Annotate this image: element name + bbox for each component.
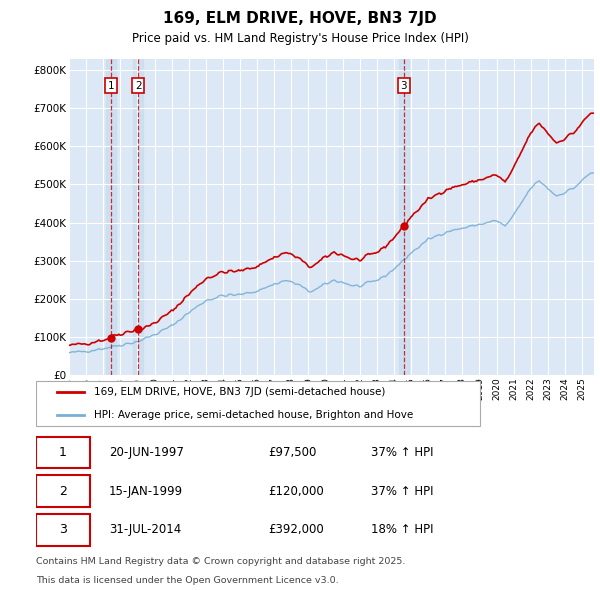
- Text: 20-JUN-1997: 20-JUN-1997: [109, 446, 184, 459]
- Text: 2: 2: [59, 484, 67, 498]
- FancyBboxPatch shape: [36, 476, 90, 507]
- Text: 169, ELM DRIVE, HOVE, BN3 7JD: 169, ELM DRIVE, HOVE, BN3 7JD: [163, 11, 437, 26]
- Text: This data is licensed under the Open Government Licence v3.0.: This data is licensed under the Open Gov…: [36, 576, 338, 585]
- Text: 15-JAN-1999: 15-JAN-1999: [109, 484, 183, 498]
- FancyBboxPatch shape: [36, 437, 90, 468]
- Bar: [106, 59, 116, 375]
- Text: 2: 2: [135, 81, 142, 91]
- Text: 1: 1: [59, 446, 67, 459]
- Text: 3: 3: [401, 81, 407, 91]
- Text: 18% ↑ HPI: 18% ↑ HPI: [371, 523, 433, 536]
- Bar: [133, 59, 143, 375]
- Text: 37% ↑ HPI: 37% ↑ HPI: [371, 446, 433, 459]
- Text: 31-JUL-2014: 31-JUL-2014: [109, 523, 181, 536]
- Text: 37% ↑ HPI: 37% ↑ HPI: [371, 484, 433, 498]
- Text: 3: 3: [59, 523, 67, 536]
- Text: Price paid vs. HM Land Registry's House Price Index (HPI): Price paid vs. HM Land Registry's House …: [131, 32, 469, 45]
- Text: £392,000: £392,000: [268, 523, 324, 536]
- Text: £120,000: £120,000: [268, 484, 324, 498]
- FancyBboxPatch shape: [36, 381, 479, 427]
- Text: 1: 1: [108, 81, 115, 91]
- Text: 169, ELM DRIVE, HOVE, BN3 7JD (semi-detached house): 169, ELM DRIVE, HOVE, BN3 7JD (semi-deta…: [94, 388, 385, 398]
- Text: Contains HM Land Registry data © Crown copyright and database right 2025.: Contains HM Land Registry data © Crown c…: [36, 557, 406, 566]
- Text: HPI: Average price, semi-detached house, Brighton and Hove: HPI: Average price, semi-detached house,…: [94, 409, 413, 419]
- FancyBboxPatch shape: [36, 514, 90, 546]
- Text: £97,500: £97,500: [268, 446, 317, 459]
- Bar: [399, 59, 409, 375]
